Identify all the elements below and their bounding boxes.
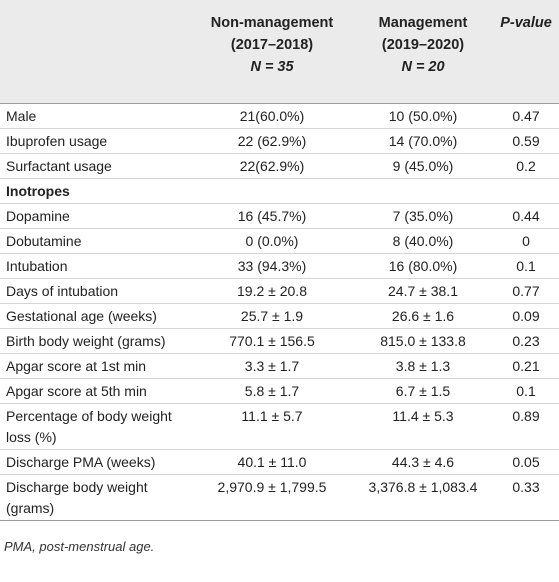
header-col3-label: P-value <box>500 15 552 31</box>
section-label: Inotropes <box>6 183 70 199</box>
row-value-management: 14 (70.0%) <box>388 133 458 149</box>
row-value-non-management: 40.1 ± 11.0 <box>237 454 307 470</box>
table-row: Apgar score at 1st min 3.3 ± 1.7 3.8 ± 1… <box>0 354 559 379</box>
row-p-value: 0.23 <box>512 333 540 349</box>
row-value-non-management: 22(62.9%) <box>239 158 305 174</box>
row-label: Dobutamine <box>6 233 82 249</box>
table-footnote: PMA, post-menstrual age. <box>4 539 155 554</box>
row-value-management: 3.8 ± 1.3 <box>395 358 451 374</box>
row-value-non-management: 25.7 ± 1.9 <box>240 308 304 324</box>
row-label: Dopamine <box>6 208 70 224</box>
row-value-non-management: 21(60.0%) <box>239 108 305 124</box>
row-label: Apgar score at 1st min <box>6 358 147 374</box>
table-row: Percentage of body weight loss (%) 11.1 … <box>0 404 559 450</box>
row-label: Apgar score at 5th min <box>6 383 147 399</box>
row-value-management: 7 (35.0%) <box>392 208 454 224</box>
row-p-value: 0.47 <box>512 108 540 124</box>
row-value-non-management: 5.8 ± 1.7 <box>244 383 300 399</box>
row-value-management: 26.6 ± 1.6 <box>391 308 455 324</box>
row-value-non-management: 11.1 ± 5.7 <box>241 408 303 424</box>
row-p-value: 0.1 <box>516 258 536 274</box>
header-non-management: Non-management (2017–2018) N = 35 <box>188 12 356 78</box>
row-p-value: 0.44 <box>512 208 540 224</box>
table-row: Intubation 33 (94.3%) 16 (80.0%) 0.1 <box>0 254 559 279</box>
table-row: Surfactant usage 22(62.9%) 9 (45.0%) 0.2 <box>0 154 559 179</box>
row-p-value: 0 <box>522 233 530 249</box>
row-value-management: 16 (80.0%) <box>388 258 458 274</box>
row-label: Discharge PMA (weeks) <box>6 454 156 470</box>
row-value-management: 9 (45.0%) <box>392 158 454 174</box>
table-row: Apgar score at 5th min 5.8 ± 1.7 6.7 ± 1… <box>0 379 559 404</box>
row-p-value: 0.2 <box>516 158 536 174</box>
header-p-value: P-value <box>494 12 558 34</box>
header-col1-n: N = 35 <box>250 59 294 75</box>
row-p-value: 0.89 <box>512 408 540 424</box>
row-label: Surfactant usage <box>6 158 112 174</box>
row-label: Gestational age (weeks) <box>6 308 157 324</box>
row-label: Percentage of body weight loss (%) <box>6 408 172 445</box>
row-p-value: 0.33 <box>512 479 540 495</box>
header-col2-line2: (2019–2020) <box>381 37 465 53</box>
table-row: Dobutamine 0 (0.0%) 8 (40.0%) 0 <box>0 229 559 254</box>
row-p-value: 0.05 <box>512 454 540 470</box>
header-col1-line1: Non-management <box>210 15 334 31</box>
header-management: Management (2019–2020) N = 20 <box>358 12 488 78</box>
row-label: Discharge body weight (grams) <box>6 479 148 516</box>
row-value-management: 3,376.8 ± 1,083.4 <box>368 479 478 495</box>
header-col2-n: N = 20 <box>401 59 445 75</box>
table-row: Discharge body weight (grams) 2,970.9 ± … <box>0 475 559 521</box>
row-value-management: 44.3 ± 4.6 <box>391 454 455 470</box>
row-value-non-management: 33 (94.3%) <box>237 258 307 274</box>
row-label: Ibuprofen usage <box>6 133 108 149</box>
table-section-row: Inotropes <box>0 179 559 204</box>
table-row: Gestational age (weeks) 25.7 ± 1.9 26.6 … <box>0 304 559 329</box>
row-label: Male <box>6 108 37 124</box>
row-value-management: 10 (50.0%) <box>388 108 458 124</box>
row-value-non-management: 19.2 ± 20.8 <box>237 283 307 299</box>
row-label: Days of intubation <box>6 283 119 299</box>
row-value-non-management: 3.3 ± 1.7 <box>244 358 300 374</box>
table-row: Male 21(60.0%) 10 (50.0%) 0.47 <box>0 104 559 129</box>
header-col2-line1: Management <box>378 15 468 31</box>
row-p-value: 0.77 <box>512 283 540 299</box>
row-value-management: 6.7 ± 1.5 <box>395 383 451 399</box>
row-value-non-management: 0 (0.0%) <box>245 233 299 249</box>
row-p-value: 0.21 <box>512 358 540 374</box>
table-row: Birth body weight (grams) 770.1 ± 156.5 … <box>0 329 559 354</box>
table-row: Days of intubation 19.2 ± 20.8 24.7 ± 38… <box>0 279 559 304</box>
table-row: Ibuprofen usage 22 (62.9%) 14 (70.0%) 0.… <box>0 129 559 154</box>
row-value-non-management: 770.1 ± 156.5 <box>229 333 315 349</box>
row-value-management: 24.7 ± 38.1 <box>388 283 458 299</box>
table-body: Male 21(60.0%) 10 (50.0%) 0.47 Ibuprofen… <box>0 104 559 521</box>
table-row: Discharge PMA (weeks) 40.1 ± 11.0 44.3 ±… <box>0 450 559 475</box>
row-p-value: 0.09 <box>512 308 540 324</box>
row-label: Intubation <box>6 258 68 274</box>
row-p-value: 0.1 <box>516 383 536 399</box>
table-header: Non-management (2017–2018) N = 35 Manage… <box>0 0 559 104</box>
row-value-management: 11.4 ± 5.3 <box>392 408 454 424</box>
table-row: Dopamine 16 (45.7%) 7 (35.0%) 0.44 <box>0 204 559 229</box>
row-value-non-management: 2,970.9 ± 1,799.5 <box>217 479 327 495</box>
row-value-non-management: 22 (62.9%) <box>237 133 307 149</box>
header-col1-line2: (2017–2018) <box>230 37 314 53</box>
row-value-management: 8 (40.0%) <box>392 233 454 249</box>
row-value-non-management: 16 (45.7%) <box>237 208 307 224</box>
row-label: Birth body weight (grams) <box>6 333 166 349</box>
row-p-value: 0.59 <box>512 133 540 149</box>
row-value-management: 815.0 ± 133.8 <box>380 333 466 349</box>
